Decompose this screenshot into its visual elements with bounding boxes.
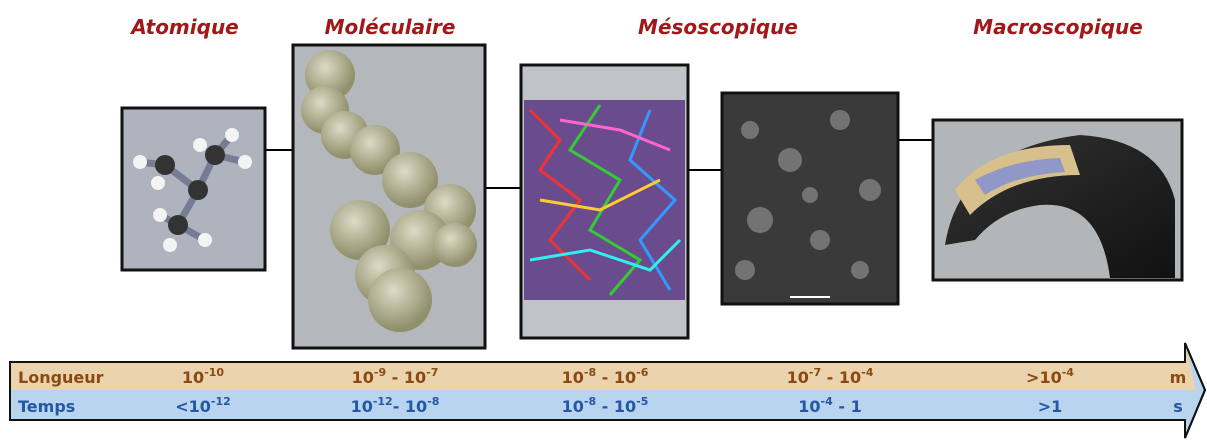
exponent: -4 <box>821 395 834 408</box>
range-text: 10 <box>351 397 373 416</box>
range-text: - 10 <box>596 368 636 387</box>
range-text: <10 <box>175 397 211 416</box>
exponent: -7 <box>809 366 821 379</box>
range-text: >10 <box>1026 368 1062 387</box>
range-text: - 10 <box>821 368 861 387</box>
exponent: -9 <box>374 366 386 379</box>
exponent: -4 <box>861 366 874 379</box>
scale-title: Atomique <box>129 15 239 39</box>
range-text: - 10 <box>386 368 426 387</box>
exponent: -8 <box>427 395 439 408</box>
exponent: -10 <box>204 366 224 379</box>
diagram: Atomique Moléculaire Mésoscopique Macroscop… <box>0 0 1207 441</box>
range-text: 10 <box>562 397 584 416</box>
tire-image <box>933 120 1182 280</box>
unit: s <box>1173 397 1183 416</box>
range-text: - 10 <box>596 397 636 416</box>
range-text: 10 <box>182 368 204 387</box>
scale-arrow <box>10 343 1205 438</box>
range-value: 10-8​ - 10-5​ <box>562 395 649 416</box>
range-text: 10 <box>562 368 584 387</box>
exponent: -8 <box>584 395 596 408</box>
exponent: -7 <box>426 366 438 379</box>
scale-title: Macroscopique <box>973 15 1143 39</box>
molecular-image <box>293 45 485 348</box>
range-text: 10 <box>798 397 820 416</box>
exponent: -8 <box>584 366 596 379</box>
mesoscopic-image <box>521 65 688 338</box>
exponent: -5 <box>636 395 648 408</box>
exponent: -12 <box>373 395 393 408</box>
range-value: >1 <box>1038 397 1063 416</box>
range-value: 10-9​ - 10-7​ <box>352 366 439 387</box>
unit: m <box>1170 368 1187 387</box>
range-text: - 10 <box>393 397 427 416</box>
range-text: - 1 <box>833 397 862 416</box>
scale-title: Mésoscopique <box>638 15 798 39</box>
range-text: >1 <box>1038 397 1063 416</box>
row-label: Longueur <box>18 368 104 387</box>
range-text: 10 <box>352 368 374 387</box>
atomic-image <box>122 108 265 270</box>
micrograph-image <box>722 93 898 304</box>
scale-title: Moléculaire <box>325 15 456 39</box>
row-label: Temps <box>18 397 75 416</box>
range-text: 10 <box>787 368 809 387</box>
range-value: 10-7​ - 10-4​ <box>787 366 874 387</box>
range-value: 10-8​ - 10-6​ <box>562 366 649 387</box>
exponent: -4 <box>1062 366 1075 379</box>
exponent: -12 <box>211 395 231 408</box>
range-value: 10-12​- 10-8​ <box>351 395 440 416</box>
exponent: -6 <box>636 366 649 379</box>
